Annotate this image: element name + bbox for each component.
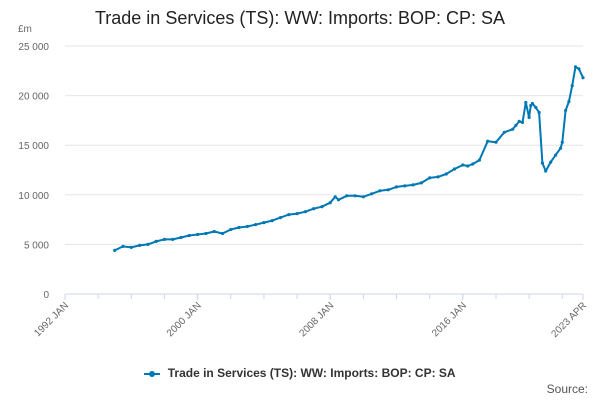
data-point[interactable] xyxy=(333,195,337,199)
source-label: Source: xyxy=(546,382,588,396)
data-point[interactable] xyxy=(461,163,465,167)
data-point[interactable] xyxy=(212,229,216,234)
y-tick-label: 0 xyxy=(43,290,49,301)
data-point[interactable] xyxy=(295,212,299,216)
data-point[interactable] xyxy=(554,153,558,157)
data-point[interactable] xyxy=(471,162,475,166)
x-tick-label: 2008 JAN xyxy=(298,300,337,339)
data-point[interactable] xyxy=(577,67,581,71)
axes: 0 5 000 10 000 15 000 20 000 25 000 1992 JAN 20… xyxy=(18,42,589,340)
y-tick-label: 20 000 xyxy=(18,92,49,103)
data-point[interactable] xyxy=(254,223,258,227)
data-point[interactable] xyxy=(187,233,191,238)
data-point[interactable] xyxy=(204,231,208,236)
data-point[interactable] xyxy=(328,201,332,205)
y-tick-label: 5 000 xyxy=(24,240,49,251)
data-point[interactable] xyxy=(560,140,564,144)
data-point[interactable] xyxy=(573,65,578,69)
series-line[interactable] xyxy=(114,65,584,252)
data-point[interactable] xyxy=(514,123,518,127)
data-point[interactable] xyxy=(570,84,574,88)
data-point[interactable] xyxy=(544,169,548,173)
x-tick-label: 2016 JAN xyxy=(430,300,469,339)
data-point[interactable] xyxy=(510,127,515,131)
data-point[interactable] xyxy=(113,248,117,252)
x-tick-label: 2000 JAN xyxy=(165,300,204,339)
data-point[interactable] xyxy=(312,207,316,211)
x-tick-label: 1992 JAN xyxy=(32,300,71,339)
data-point[interactable] xyxy=(138,243,142,247)
data-point[interactable] xyxy=(345,194,349,198)
data-point[interactable] xyxy=(534,105,538,110)
data-point[interactable] xyxy=(436,175,440,179)
data-point[interactable] xyxy=(179,235,183,240)
data-point[interactable] xyxy=(121,244,125,248)
data-point[interactable] xyxy=(477,158,481,162)
series-layer xyxy=(113,65,585,252)
data-point[interactable] xyxy=(361,195,365,199)
data-point[interactable] xyxy=(452,167,457,171)
data-point[interactable] xyxy=(567,100,571,104)
data-point[interactable] xyxy=(517,119,521,123)
data-point[interactable] xyxy=(520,120,525,124)
data-point[interactable] xyxy=(146,242,150,246)
data-point[interactable] xyxy=(530,101,535,106)
data-point[interactable] xyxy=(229,227,233,232)
data-point[interactable] xyxy=(336,198,341,202)
data-point[interactable] xyxy=(486,139,490,143)
data-point[interactable] xyxy=(262,221,266,225)
data-point[interactable] xyxy=(581,76,585,80)
data-point[interactable] xyxy=(394,185,399,189)
data-point[interactable] xyxy=(559,146,563,150)
chart-title: Trade in Services (TS): WW: Imports: BOP… xyxy=(94,8,506,28)
data-point[interactable] xyxy=(540,161,545,165)
data-point[interactable] xyxy=(278,216,283,220)
data-point[interactable] xyxy=(537,110,541,115)
legend-swatch xyxy=(144,369,161,379)
data-point[interactable] xyxy=(403,184,407,188)
y-tick-label: 15 000 xyxy=(18,141,49,152)
y-tick-label: 10 000 xyxy=(18,191,49,202)
legend[interactable]: Trade in Services (TS): WW: Imports: BOP… xyxy=(0,366,600,380)
data-point[interactable] xyxy=(287,213,291,217)
data-point[interactable] xyxy=(502,130,506,134)
data-point[interactable] xyxy=(378,189,382,193)
data-point[interactable] xyxy=(162,237,167,241)
legend-label: Trade in Services (TS): WW: Imports: BOP… xyxy=(167,366,456,380)
data-point[interactable] xyxy=(270,219,274,223)
data-point[interactable] xyxy=(386,188,390,192)
data-point[interactable] xyxy=(245,224,249,229)
data-point[interactable] xyxy=(220,231,225,236)
data-point[interactable] xyxy=(154,239,158,243)
x-tick-label: 2023 APR xyxy=(549,300,589,340)
data-point[interactable] xyxy=(171,237,175,241)
data-point[interactable] xyxy=(196,232,200,237)
data-point[interactable] xyxy=(353,194,357,198)
y-tick-label: 25 000 xyxy=(18,42,49,53)
grid-lines xyxy=(65,45,583,295)
data-point[interactable] xyxy=(549,160,553,164)
data-point[interactable] xyxy=(129,245,133,249)
data-point[interactable] xyxy=(303,210,307,214)
data-point[interactable] xyxy=(444,172,448,176)
data-point[interactable] xyxy=(411,183,415,187)
data-point[interactable] xyxy=(466,164,470,168)
data-point[interactable] xyxy=(564,108,568,113)
data-point[interactable] xyxy=(524,100,528,105)
data-point[interactable] xyxy=(370,192,374,196)
data-point[interactable] xyxy=(320,205,324,209)
data-point[interactable] xyxy=(428,176,432,180)
y-axis-unit-label: £m xyxy=(18,24,32,35)
data-point[interactable] xyxy=(494,140,498,144)
data-point[interactable] xyxy=(419,181,423,185)
data-point[interactable] xyxy=(237,225,241,230)
data-point[interactable] xyxy=(527,115,531,119)
